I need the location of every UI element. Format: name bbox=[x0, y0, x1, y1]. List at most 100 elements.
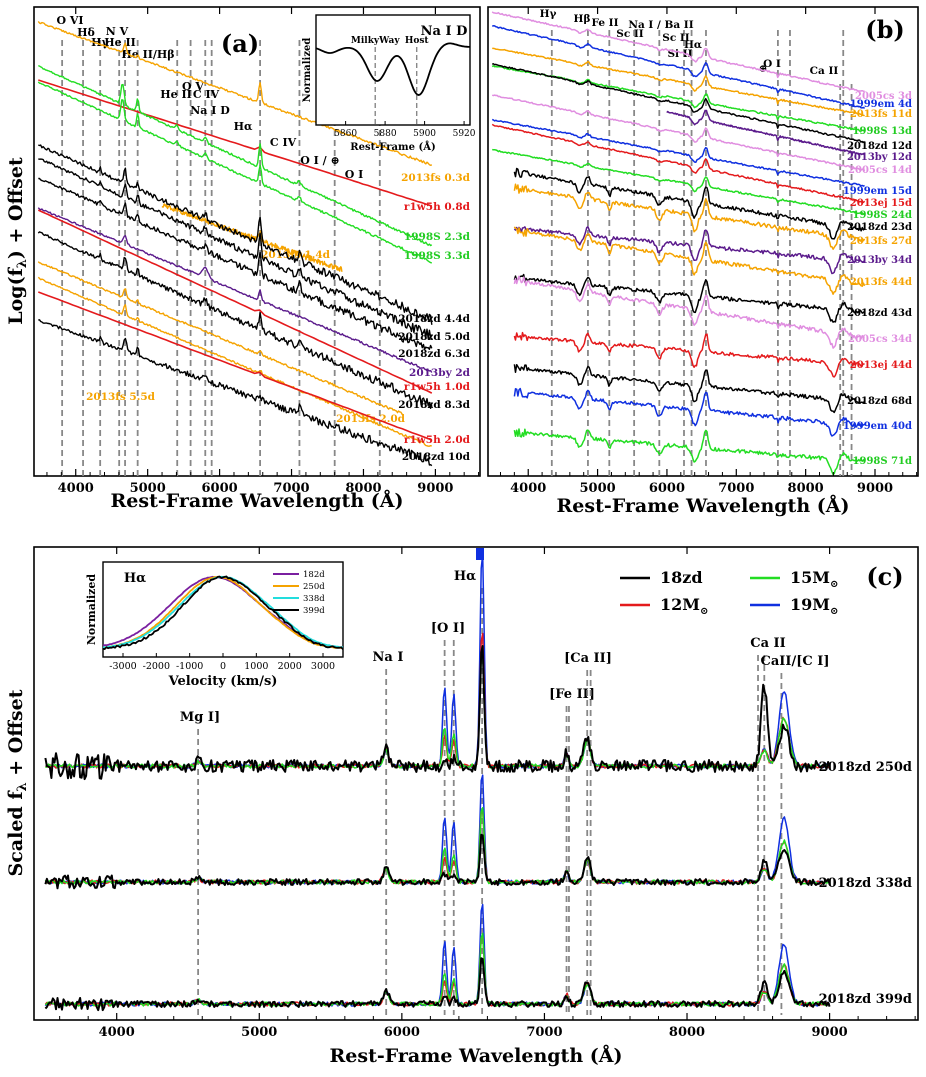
inset-y-label: Normalized bbox=[85, 574, 98, 646]
line-label: O VI bbox=[56, 14, 83, 27]
legend-label: 19M⊙ bbox=[790, 595, 838, 617]
spectrum-label: 1998S 13d bbox=[853, 126, 912, 137]
legend-label: 18zd bbox=[660, 568, 703, 587]
x-tick-label: 9000 bbox=[812, 1025, 848, 1040]
spectrum-label: 2013by 34d bbox=[847, 255, 912, 266]
spectrum-2013by-12d bbox=[666, 109, 866, 156]
line-label: Hα bbox=[454, 569, 476, 584]
panel-c: Mg I] Na I [O I] Hα [Fe II] [Ca II] Ca II CaII/… bbox=[33, 546, 919, 1067]
spectrum-2013fs-27d bbox=[513, 183, 866, 250]
spectrum-2-3 bbox=[44, 957, 831, 1012]
inset-mark-label: Host bbox=[405, 36, 430, 46]
spectrum-label: 2013fs 2.0d bbox=[336, 413, 406, 425]
spectrum-2018zd-12d bbox=[491, 63, 866, 144]
line-label: O I bbox=[345, 168, 364, 181]
line-label: N V bbox=[106, 25, 129, 38]
spectrum-2018zd-4-4d bbox=[38, 144, 433, 325]
line-label: Ca II bbox=[810, 65, 839, 77]
spectrum-1-3 bbox=[44, 833, 831, 890]
inset-mark-label: MilkyWay bbox=[351, 36, 400, 46]
spectrum-label: 2013ej 15d bbox=[850, 198, 912, 209]
spectrum-2018zd-43d bbox=[513, 273, 866, 323]
spectrum-1999em-40d bbox=[513, 387, 865, 437]
spectrum-label: 1999em 40d bbox=[843, 421, 912, 432]
line-label: Sc II bbox=[662, 32, 690, 44]
spectrum-1998s-2-3d bbox=[38, 64, 433, 247]
spectrum-2013by-34d bbox=[513, 225, 865, 275]
legend-label: 12M⊙ bbox=[660, 595, 708, 617]
x-tick-label: 5000 bbox=[579, 481, 615, 496]
inset-x-label: Velocity (km/s) bbox=[168, 674, 278, 689]
x-axis-label: Rest-Frame Wavelength (Å) bbox=[330, 1044, 623, 1067]
spectrum-2018zd-23d bbox=[513, 167, 866, 240]
spectrum-label: 2013ej 44d bbox=[850, 360, 912, 371]
spectrum-label: 2005cs 3d bbox=[855, 91, 912, 102]
x-tick-label: 5000 bbox=[130, 481, 166, 496]
inset-legend-label: 182d bbox=[303, 570, 325, 580]
line-label: Hβ bbox=[574, 13, 591, 25]
x-tick-label: 6000 bbox=[201, 481, 237, 496]
inset-na-i-d: 5860 5880 5900 5920 Rest-Frame (Å) Normalized… bbox=[302, 14, 476, 153]
spectrum-label: r1w5h 0.8d bbox=[404, 201, 471, 213]
spectrum-label: 2013fs 5.5d bbox=[86, 391, 156, 403]
spectrum-2005cs-14d bbox=[491, 94, 866, 172]
inset-tick-label: 3000 bbox=[311, 661, 335, 672]
spectrum-label: 2005cs 34d bbox=[848, 334, 912, 345]
inset-profile-399d bbox=[102, 575, 344, 650]
inset-tick-label: 5920 bbox=[453, 129, 476, 139]
spectrum-label: 2018zd 8.3d bbox=[398, 399, 470, 411]
epoch-label: 2018zd 399d bbox=[819, 992, 912, 1007]
x-axis-label: Rest-Frame Wavelength (Å) bbox=[557, 494, 850, 517]
panel-tag: (b) bbox=[865, 15, 905, 44]
spectrum-label: 2013fs 27d bbox=[850, 236, 912, 247]
spectrum-2013fs-11d bbox=[492, 47, 865, 117]
line-label: C IV bbox=[270, 136, 297, 149]
inset-spectrum bbox=[315, 42, 470, 96]
spectrum-label: 2013fs 11d bbox=[850, 109, 912, 120]
line-label: Fe II bbox=[591, 17, 618, 29]
spectrum-label: 1998S 71d bbox=[853, 456, 912, 467]
spectrum-1999em-4d bbox=[492, 25, 866, 109]
spectrum-label: 2018zd 12d bbox=[847, 141, 912, 152]
line-label: CaII/[C I] bbox=[761, 654, 830, 669]
line-label: [Fe II] bbox=[549, 687, 595, 702]
line-label: [Ca II] bbox=[564, 651, 612, 666]
line-label: O I bbox=[763, 58, 781, 70]
x-tick-label: 4000 bbox=[58, 481, 94, 496]
line-label: Hα bbox=[684, 39, 702, 51]
line-label: He II bbox=[104, 36, 136, 49]
spectrum-label: 1999em 15d bbox=[843, 186, 912, 197]
spectrum-2013ej-44d bbox=[513, 331, 865, 378]
line-label: [O I] bbox=[431, 621, 465, 636]
line-label: Na I / Ba II bbox=[628, 19, 693, 31]
spectrum-label: 2018zd 10d bbox=[402, 451, 471, 463]
line-label: Hα bbox=[234, 120, 253, 133]
spectrum-label: 2018zd 4.4d bbox=[398, 313, 470, 325]
inset-tick-label: -2000 bbox=[143, 661, 170, 672]
spectrum-label: 2018zd 23d bbox=[847, 222, 912, 233]
spectrum-2013fs-44d bbox=[513, 226, 866, 295]
panel-tag: (a) bbox=[221, 29, 259, 58]
x-tick-label: 4000 bbox=[510, 481, 546, 496]
y-axis-label: Scaled fλ + Offset bbox=[5, 689, 30, 876]
inset-y-label: Normalized bbox=[302, 38, 313, 103]
spectrum-2018zd-68d bbox=[513, 363, 866, 414]
spectrum-1998s-3-3d bbox=[37, 81, 432, 264]
inset-profile-182d bbox=[102, 575, 344, 649]
spectrum-r1w5h-0-8d bbox=[38, 79, 433, 207]
spectrum-1-2 bbox=[44, 807, 830, 885]
spectrum-2-2 bbox=[44, 932, 830, 1007]
spectrum-2013fs-2-0d bbox=[37, 261, 404, 416]
spectrum-2018zd-6-3d bbox=[38, 177, 433, 351]
line-label: He II bbox=[160, 88, 192, 101]
line-label: Mg I] bbox=[180, 710, 220, 725]
panel-tag: (c) bbox=[866, 562, 903, 591]
spectrum-1-0 bbox=[44, 774, 831, 885]
spectrum-label: 1999em 4d bbox=[850, 99, 912, 110]
spectrum-2018zd-5-0d bbox=[38, 158, 433, 340]
x-tick-label: 5000 bbox=[241, 1025, 277, 1040]
inset-legend-label: 399d bbox=[303, 606, 325, 616]
spectrum-label: 2013fs 44d bbox=[850, 277, 912, 288]
spectrum-1998s-71d bbox=[513, 428, 866, 476]
line-label: O V bbox=[182, 80, 204, 93]
